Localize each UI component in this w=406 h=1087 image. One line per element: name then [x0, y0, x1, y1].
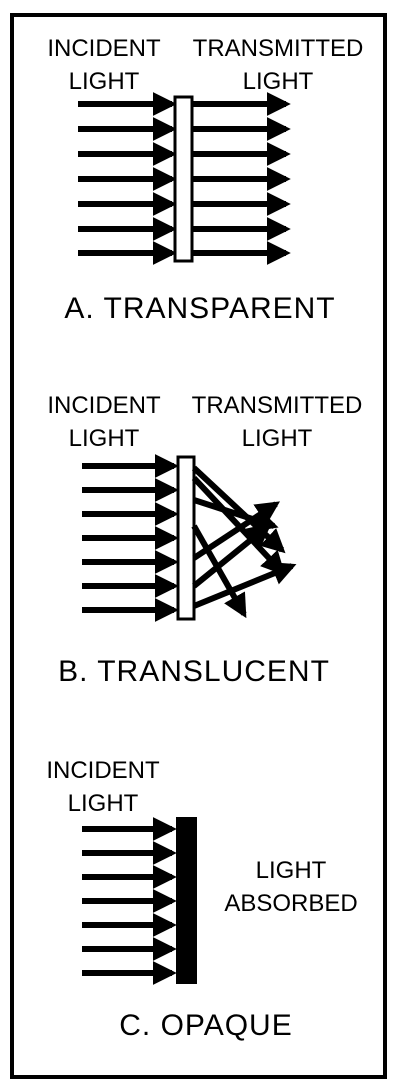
scattered-ray	[192, 562, 297, 609]
panel-opaque: INCIDENT LIGHT LIGHT ABSORBED C. OPAQUE	[46, 757, 357, 1042]
caption-opaque: C. OPAQUE	[119, 1009, 292, 1042]
incident-rays	[82, 454, 179, 622]
scattered-ray	[192, 522, 272, 589]
caption-transparent: A. TRANSPARENT	[64, 292, 335, 325]
incident-label-line2: LIGHT	[69, 68, 140, 95]
scattered-rays	[191, 465, 297, 619]
diagram-frame	[10, 13, 387, 1079]
incident-rays	[82, 817, 177, 985]
incident-label-line1: INCIDENT	[46, 757, 160, 784]
scattered-ray	[191, 524, 247, 619]
opaque-slab	[176, 817, 197, 984]
translucent-slab	[176, 455, 196, 621]
transmitted-label-line1: TRANSMITTED	[193, 35, 364, 62]
transmitted-rays	[192, 92, 291, 265]
absorbed-label-line2: ABSORBED	[224, 890, 357, 917]
incident-label-line1: INCIDENT	[47, 35, 161, 62]
incident-label-line1: INCIDENT	[47, 392, 161, 419]
incident-rays	[78, 92, 177, 265]
scattered-ray	[191, 475, 286, 576]
transmitted-label-line2: LIGHT	[242, 425, 313, 452]
incident-label-line2: LIGHT	[68, 790, 139, 817]
incident-label-line2: LIGHT	[69, 425, 140, 452]
panel-translucent: INCIDENT LIGHT TRANSMITTED LIGHT B. TRAN…	[47, 392, 362, 688]
transmitted-label-line2: LIGHT	[243, 68, 314, 95]
scattered-ray	[192, 501, 281, 561]
caption-translucent: B. TRANSLUCENT	[58, 655, 330, 688]
absorbed-label-line1: LIGHT	[256, 857, 327, 884]
panel-transparent: INCIDENT LIGHT TRANSMITTED LIGHT A. TRAN…	[47, 35, 363, 325]
transparent-slab	[173, 95, 194, 263]
transmitted-label-line1: TRANSMITTED	[192, 392, 363, 419]
